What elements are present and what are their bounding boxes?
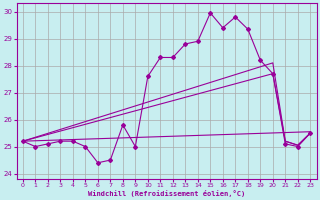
X-axis label: Windchill (Refroidissement éolien,°C): Windchill (Refroidissement éolien,°C) — [88, 190, 245, 197]
